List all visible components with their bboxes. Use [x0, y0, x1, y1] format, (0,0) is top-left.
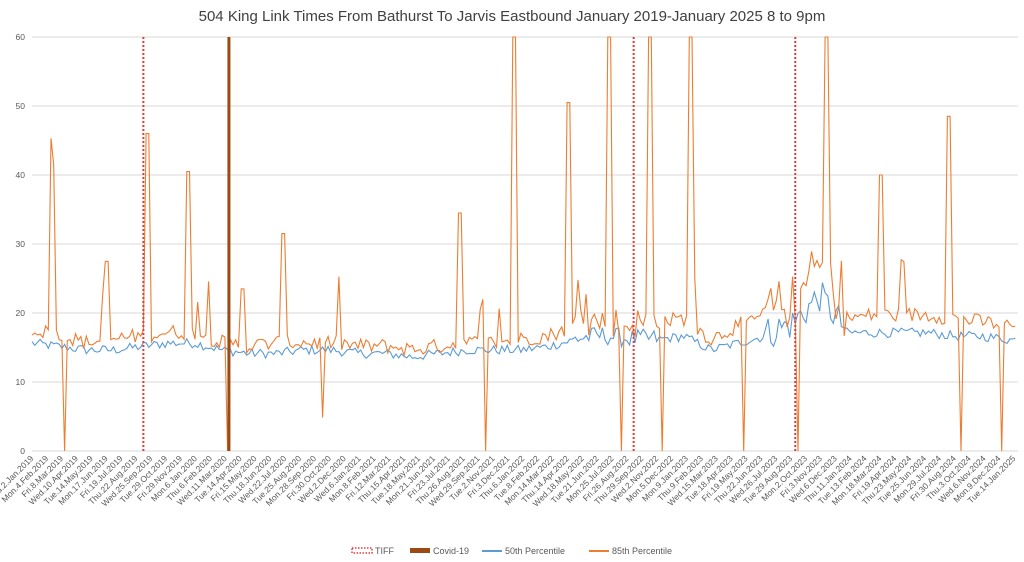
y-tick-label: 10	[16, 377, 26, 387]
legend-item: 85th Percentile	[589, 546, 672, 556]
y-tick-label: 60	[16, 32, 26, 42]
y-tick-label: 50	[16, 101, 26, 111]
series-line-85th-percentile	[31, 36, 1016, 452]
y-tick-label: 30	[16, 239, 26, 249]
legend-label: 85th Percentile	[612, 546, 672, 556]
x-axis-ticks: Wed.2.Jan.2019Mon.4.Feb.2019Fri.8.Mar.20…	[0, 453, 1018, 508]
y-tick-label: 0	[20, 446, 25, 456]
legend-swatch	[351, 547, 373, 554]
legend-label: Covid-19	[433, 546, 469, 556]
legend-item: TIFF	[351, 546, 394, 556]
legend-item: 50th Percentile	[482, 546, 565, 556]
y-tick-label: 40	[16, 170, 26, 180]
legend: TIFF Covid-19 50th Percentile 85th Percenti…	[351, 546, 672, 556]
legend-swatch	[410, 548, 430, 553]
y-axis-ticks: 0 10 20 30 40 50 60	[16, 32, 26, 456]
event-markers	[142, 37, 797, 451]
legend-label: TIFF	[375, 546, 394, 556]
legend-label: 50th Percentile	[505, 546, 565, 556]
chart-title: 504 King Link Times From Bathurst To Jar…	[199, 8, 826, 25]
legend-item: Covid-19	[410, 546, 469, 556]
gridlines	[32, 36, 1018, 452]
series-layer	[31, 36, 1016, 452]
y-tick-label: 20	[16, 308, 26, 318]
series-line-50th-percentile	[31, 282, 1016, 360]
